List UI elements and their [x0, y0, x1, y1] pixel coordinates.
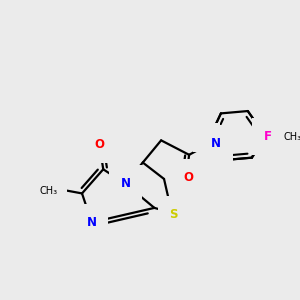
Text: N: N: [120, 177, 130, 190]
Text: F: F: [264, 130, 272, 143]
Text: N: N: [87, 216, 97, 229]
Text: CH₃: CH₃: [39, 185, 57, 196]
Text: N: N: [211, 137, 221, 150]
Text: O: O: [183, 170, 193, 184]
Text: CH₃: CH₃: [283, 132, 300, 142]
Text: S: S: [169, 208, 178, 221]
Text: H: H: [202, 133, 211, 142]
Text: O: O: [94, 138, 104, 151]
